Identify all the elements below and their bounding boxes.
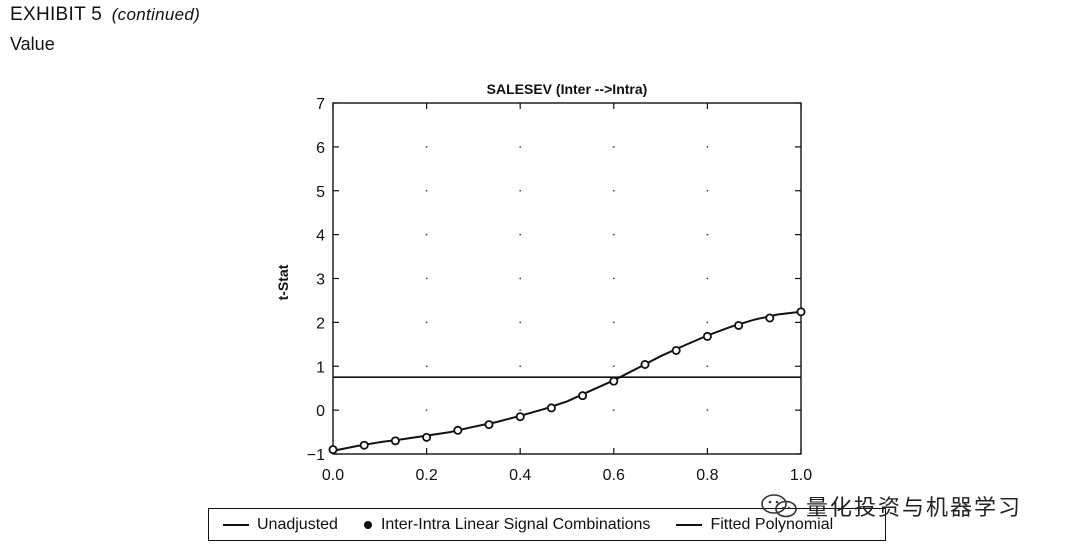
panel-subtitle: Value — [10, 34, 55, 54]
legend-item-points: Inter-Intra Linear Signal Combinations — [363, 515, 651, 534]
data-point — [734, 320, 744, 330]
y-tick-label: 3 — [316, 272, 325, 289]
grid-dot — [612, 233, 615, 236]
data-point — [546, 403, 556, 413]
data-point — [422, 432, 432, 442]
data-point — [453, 425, 463, 435]
legend-swatch-fitted — [676, 523, 703, 526]
data-point — [328, 445, 338, 455]
grid-dot — [612, 321, 615, 324]
legend-label-fitted: Fitted Polynomial — [710, 515, 834, 533]
exhibit-continued: (continued) — [111, 5, 201, 24]
y-tick-label: 6 — [316, 140, 325, 157]
grid-dot — [519, 189, 522, 192]
grid-dot — [612, 277, 615, 280]
data-point — [359, 440, 369, 450]
grid-dot — [706, 277, 709, 280]
grid-dot — [425, 365, 428, 368]
chart-legend: Unadjusted Inter-Intra Linear Signal Com… — [208, 508, 886, 541]
grid-dot — [519, 233, 522, 236]
grid-dot — [706, 409, 709, 412]
y-tick-label: 4 — [316, 228, 325, 245]
grid-dot — [425, 321, 428, 324]
grid-dot — [425, 145, 428, 148]
grid-dot — [519, 277, 522, 280]
data-point — [640, 359, 650, 369]
legend-label-points: Inter-Intra Linear Signal Combinations — [380, 515, 651, 533]
x-tick-label: 0.8 — [696, 467, 718, 484]
grid-dot — [612, 409, 615, 412]
data-point — [484, 420, 494, 430]
grid-dot — [519, 145, 522, 148]
data-point — [796, 307, 806, 317]
legend-item-unadjusted: Unadjusted — [223, 516, 338, 534]
data-point — [578, 391, 588, 401]
exhibit-label: EXHIBIT 5 — [10, 4, 103, 25]
y-tick-label: 0 — [316, 403, 325, 420]
grid-dot — [612, 145, 615, 148]
x-tick-label: 0.4 — [509, 467, 531, 484]
grid-dot — [706, 189, 709, 192]
x-tick-label: 0.2 — [415, 467, 437, 484]
grid-dot — [612, 365, 615, 368]
legend-swatch-unadjusted — [223, 523, 249, 526]
y-tick-label: 1 — [316, 359, 325, 376]
wechat-icon — [761, 494, 797, 518]
grid-dot — [706, 145, 709, 148]
x-tick-label: 0.0 — [322, 467, 344, 484]
exhibit-heading: EXHIBIT 5 (continued) — [10, 4, 200, 26]
data-point — [765, 313, 775, 323]
legend-item-fitted: Fitted Polynomial — [676, 516, 833, 534]
series-fitted-polynomial — [332, 310, 802, 452]
x-tick-label: 1.0 — [790, 467, 812, 484]
data-point — [609, 376, 619, 386]
grid-dot — [425, 277, 428, 280]
legend-swatch-points — [363, 520, 372, 529]
y-tick-label: −1 — [307, 447, 325, 464]
y-axis-label: t-Stat — [275, 264, 291, 300]
y-tick-label: 2 — [316, 315, 325, 332]
grid-dot — [425, 233, 428, 236]
grid-dot — [706, 321, 709, 324]
x-tick-label: 0.6 — [603, 467, 625, 484]
grid-dot — [706, 233, 709, 236]
data-point — [390, 436, 400, 446]
chart-title: SALESEV (Inter -->Intra) — [487, 81, 648, 97]
grid-dot — [425, 189, 428, 192]
watermark: 量化投资与机器学习 — [760, 490, 1022, 522]
data-point — [702, 331, 712, 341]
y-tick-label: 5 — [316, 184, 325, 201]
watermark-text: 量化投资与机器学习 — [806, 495, 1023, 520]
legend-label-unadjusted: Unadjusted — [257, 515, 338, 533]
grid-dot — [612, 189, 615, 192]
data-point — [671, 345, 681, 355]
tstat-chart: −1 0 1 2 3 4 5 6 7 0.0 0.2 0.4 0.6 0.8 1.0 SALESEV (Int… — [275, 81, 812, 484]
grid-dot — [425, 409, 428, 412]
grid-dot — [519, 365, 522, 368]
grid-dot — [706, 365, 709, 368]
y-tick-label: 7 — [316, 96, 325, 113]
data-point — [515, 412, 525, 422]
grid-dot — [519, 321, 522, 324]
grid-dot — [519, 409, 522, 412]
